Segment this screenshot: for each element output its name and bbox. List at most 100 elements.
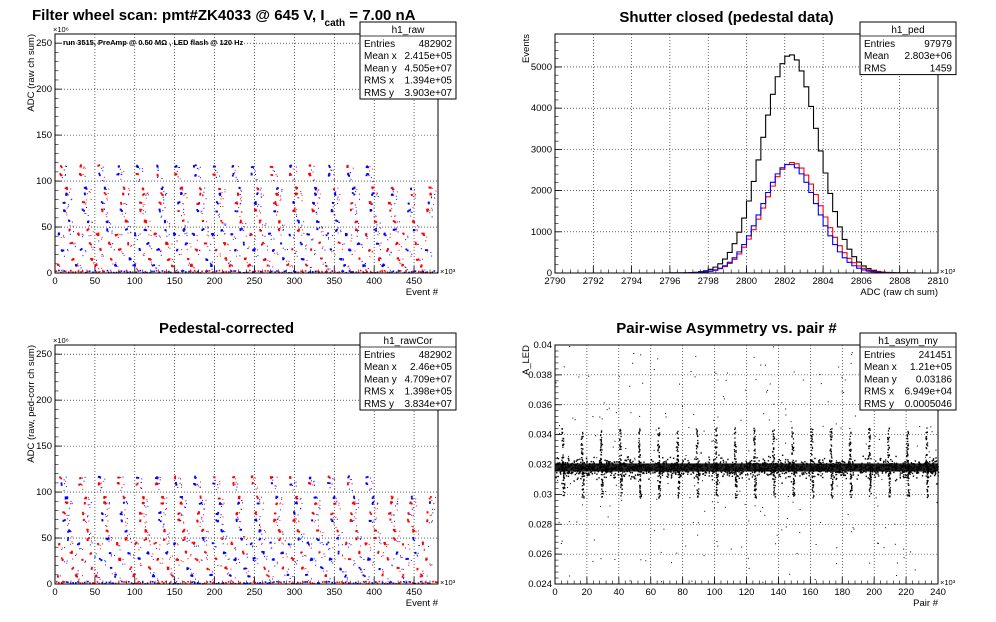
data-point — [358, 198, 360, 200]
data-point — [110, 258, 113, 261]
data-point — [358, 257, 361, 260]
data-point — [844, 461, 846, 464]
data-point — [255, 256, 257, 258]
data-point — [341, 248, 343, 250]
data-point — [224, 242, 226, 245]
data-point — [85, 520, 87, 522]
data-point — [358, 550, 361, 553]
data-point — [145, 193, 147, 195]
data-point — [407, 518, 409, 521]
data-point — [363, 559, 365, 561]
data-point — [276, 580, 278, 583]
data-point — [163, 528, 166, 531]
data-point — [156, 165, 159, 168]
data-point — [293, 519, 296, 522]
data-point — [67, 581, 69, 584]
data-point — [170, 574, 173, 577]
data-point — [243, 536, 245, 538]
data-point — [240, 189, 242, 191]
data-point — [371, 250, 373, 252]
data-point — [435, 496, 437, 498]
data-point — [127, 232, 129, 234]
data-point — [122, 253, 124, 255]
data-point — [142, 496, 145, 498]
data-point — [290, 164, 293, 167]
data-point — [168, 234, 170, 236]
data-point — [426, 236, 428, 238]
data-point — [293, 235, 295, 237]
data-point — [196, 582, 199, 584]
data-point — [269, 232, 272, 235]
data-point — [199, 192, 202, 195]
data-point — [808, 472, 811, 475]
data-point — [327, 580, 329, 582]
data-point — [82, 488, 84, 490]
data-point — [126, 535, 128, 537]
data-point — [330, 248, 332, 251]
data-point — [337, 535, 339, 537]
data-point — [135, 165, 138, 168]
data-point — [191, 232, 194, 235]
data-point — [111, 573, 113, 575]
data-point — [252, 166, 254, 168]
data-point — [412, 526, 414, 528]
data-point — [848, 458, 851, 460]
data-point — [60, 477, 63, 480]
data-point — [69, 228, 71, 230]
data-point — [118, 557, 120, 560]
data-point — [243, 582, 245, 584]
data-point — [432, 512, 434, 514]
data-point — [412, 219, 415, 222]
data-point — [272, 167, 274, 169]
data-point — [109, 566, 112, 569]
data-point — [263, 530, 265, 532]
data-point — [238, 271, 240, 273]
data-point — [84, 561, 86, 563]
data-point — [268, 570, 270, 572]
data-point — [99, 578, 101, 580]
data-point — [107, 271, 110, 274]
data-point — [301, 534, 303, 536]
data-point — [276, 502, 278, 505]
data-point — [237, 181, 239, 183]
data-point — [274, 203, 277, 206]
data-point — [213, 174, 216, 177]
data-point — [193, 233, 195, 236]
data-point — [258, 529, 261, 532]
data-point — [101, 487, 103, 489]
data-point — [406, 249, 409, 252]
data-point — [350, 240, 352, 242]
data-point — [103, 495, 106, 498]
data-point — [233, 476, 236, 478]
data-point — [902, 475, 904, 478]
data-point — [155, 482, 158, 484]
data-point — [349, 519, 352, 522]
data-point — [238, 558, 240, 560]
data-point — [278, 581, 281, 583]
data-point — [800, 461, 803, 463]
data-point — [199, 521, 201, 523]
data-point — [391, 207, 393, 209]
data-point — [179, 178, 181, 180]
x-tick-label: 2804 — [813, 276, 834, 287]
data-point — [267, 575, 270, 578]
data-point — [252, 559, 255, 562]
data-point — [347, 172, 350, 175]
data-point — [329, 268, 331, 270]
data-point — [176, 543, 178, 545]
data-point — [198, 203, 200, 205]
data-point — [254, 208, 256, 211]
data-point — [254, 201, 257, 204]
data-point — [197, 203, 200, 206]
data-point — [426, 251, 428, 253]
y-tick-label: 0.026 — [528, 549, 552, 560]
data-point — [389, 233, 391, 235]
data-point — [367, 578, 369, 580]
y-tick-label: 50 — [41, 222, 52, 233]
data-point — [80, 548, 82, 550]
data-point — [313, 558, 315, 560]
data-point — [170, 264, 173, 267]
data-point — [805, 477, 808, 480]
data-point — [88, 520, 90, 522]
data-point — [295, 166, 297, 168]
